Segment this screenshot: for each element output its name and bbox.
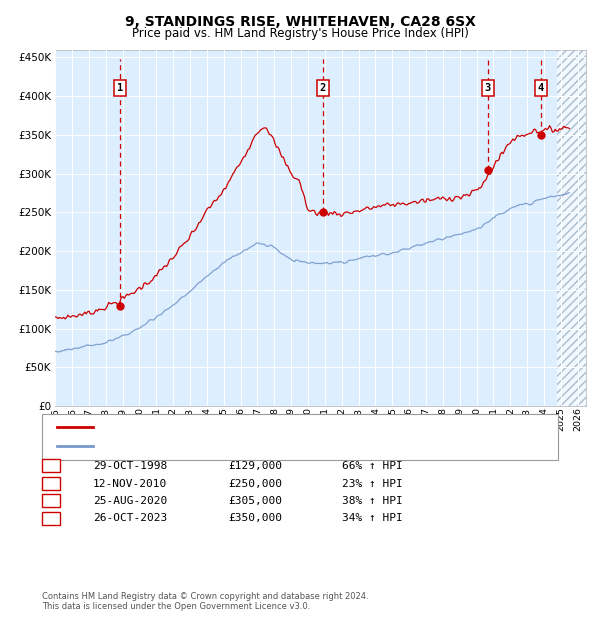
Text: 66% ↑ HPI: 66% ↑ HPI <box>342 461 403 471</box>
Text: 2: 2 <box>320 83 326 93</box>
Text: 38% ↑ HPI: 38% ↑ HPI <box>342 496 403 506</box>
Text: Contains HM Land Registry data © Crown copyright and database right 2024.: Contains HM Land Registry data © Crown c… <box>42 592 368 601</box>
Text: HPI: Average price, detached house, Cumberland: HPI: Average price, detached house, Cumb… <box>99 441 356 451</box>
Text: 12-NOV-2010: 12-NOV-2010 <box>93 479 167 489</box>
Bar <box>557 50 586 406</box>
Text: 29-OCT-1998: 29-OCT-1998 <box>93 461 167 471</box>
Text: 3: 3 <box>484 83 491 93</box>
Text: 9, STANDINGS RISE, WHITEHAVEN, CA28 6SX (detached house): 9, STANDINGS RISE, WHITEHAVEN, CA28 6SX … <box>99 422 428 432</box>
Text: £350,000: £350,000 <box>228 513 282 523</box>
Text: 4: 4 <box>538 83 544 93</box>
Text: £250,000: £250,000 <box>228 479 282 489</box>
Text: 25-AUG-2020: 25-AUG-2020 <box>93 496 167 506</box>
Text: 34% ↑ HPI: 34% ↑ HPI <box>342 513 403 523</box>
Text: £129,000: £129,000 <box>228 461 282 471</box>
Bar <box>557 50 586 406</box>
Text: Price paid vs. HM Land Registry's House Price Index (HPI): Price paid vs. HM Land Registry's House … <box>131 27 469 40</box>
Text: 9, STANDINGS RISE, WHITEHAVEN, CA28 6SX: 9, STANDINGS RISE, WHITEHAVEN, CA28 6SX <box>125 16 475 30</box>
Text: 2: 2 <box>47 479 55 489</box>
Text: 4: 4 <box>47 513 55 523</box>
Text: 3: 3 <box>47 496 55 506</box>
Text: 1: 1 <box>116 83 123 93</box>
Text: 1: 1 <box>47 461 55 471</box>
Text: 23% ↑ HPI: 23% ↑ HPI <box>342 479 403 489</box>
Text: £305,000: £305,000 <box>228 496 282 506</box>
Text: This data is licensed under the Open Government Licence v3.0.: This data is licensed under the Open Gov… <box>42 602 310 611</box>
Text: 26-OCT-2023: 26-OCT-2023 <box>93 513 167 523</box>
